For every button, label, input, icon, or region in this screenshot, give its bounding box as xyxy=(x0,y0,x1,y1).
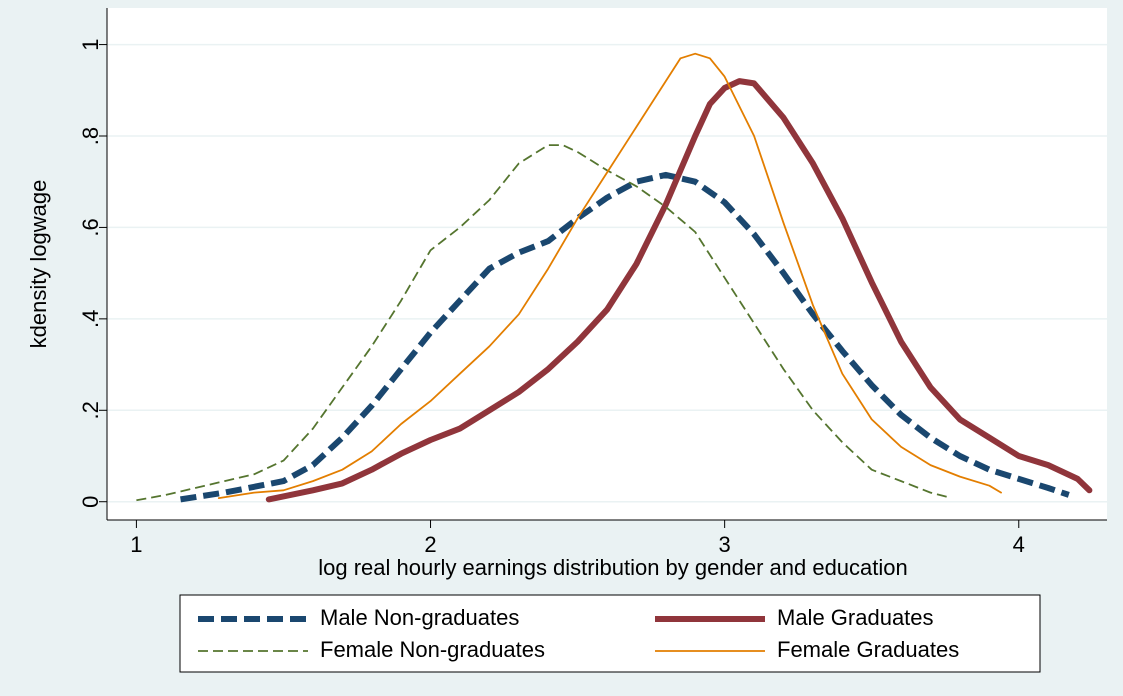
legend-label: Male Non-graduates xyxy=(320,605,519,630)
x-tick-label: 4 xyxy=(1013,532,1025,557)
x-tick-label: 2 xyxy=(424,532,436,557)
legend-label: Female Non-graduates xyxy=(320,637,545,662)
density-line xyxy=(180,171,1070,503)
y-axis-title: kdensity logwage xyxy=(26,180,51,349)
y-tick-label: .8 xyxy=(78,127,103,145)
legend-label: Female Graduates xyxy=(777,637,959,662)
x-tick-label: 1 xyxy=(130,532,142,557)
x-axis-title: log real hourly earnings distribution by… xyxy=(318,555,908,580)
plot-area xyxy=(107,8,1107,520)
y-tick-label: 0 xyxy=(78,496,103,508)
y-tick-label: .6 xyxy=(78,218,103,236)
density-line xyxy=(217,52,1002,499)
legend-label: Male Graduates xyxy=(777,605,934,630)
x-tick-label: 3 xyxy=(719,532,731,557)
y-tick-label: .2 xyxy=(78,401,103,419)
y-tick-label: .4 xyxy=(78,310,103,328)
y-tick-label: 1 xyxy=(78,38,103,50)
legend-box xyxy=(179,594,1041,673)
density-line xyxy=(136,144,949,502)
density-line xyxy=(265,78,1093,503)
